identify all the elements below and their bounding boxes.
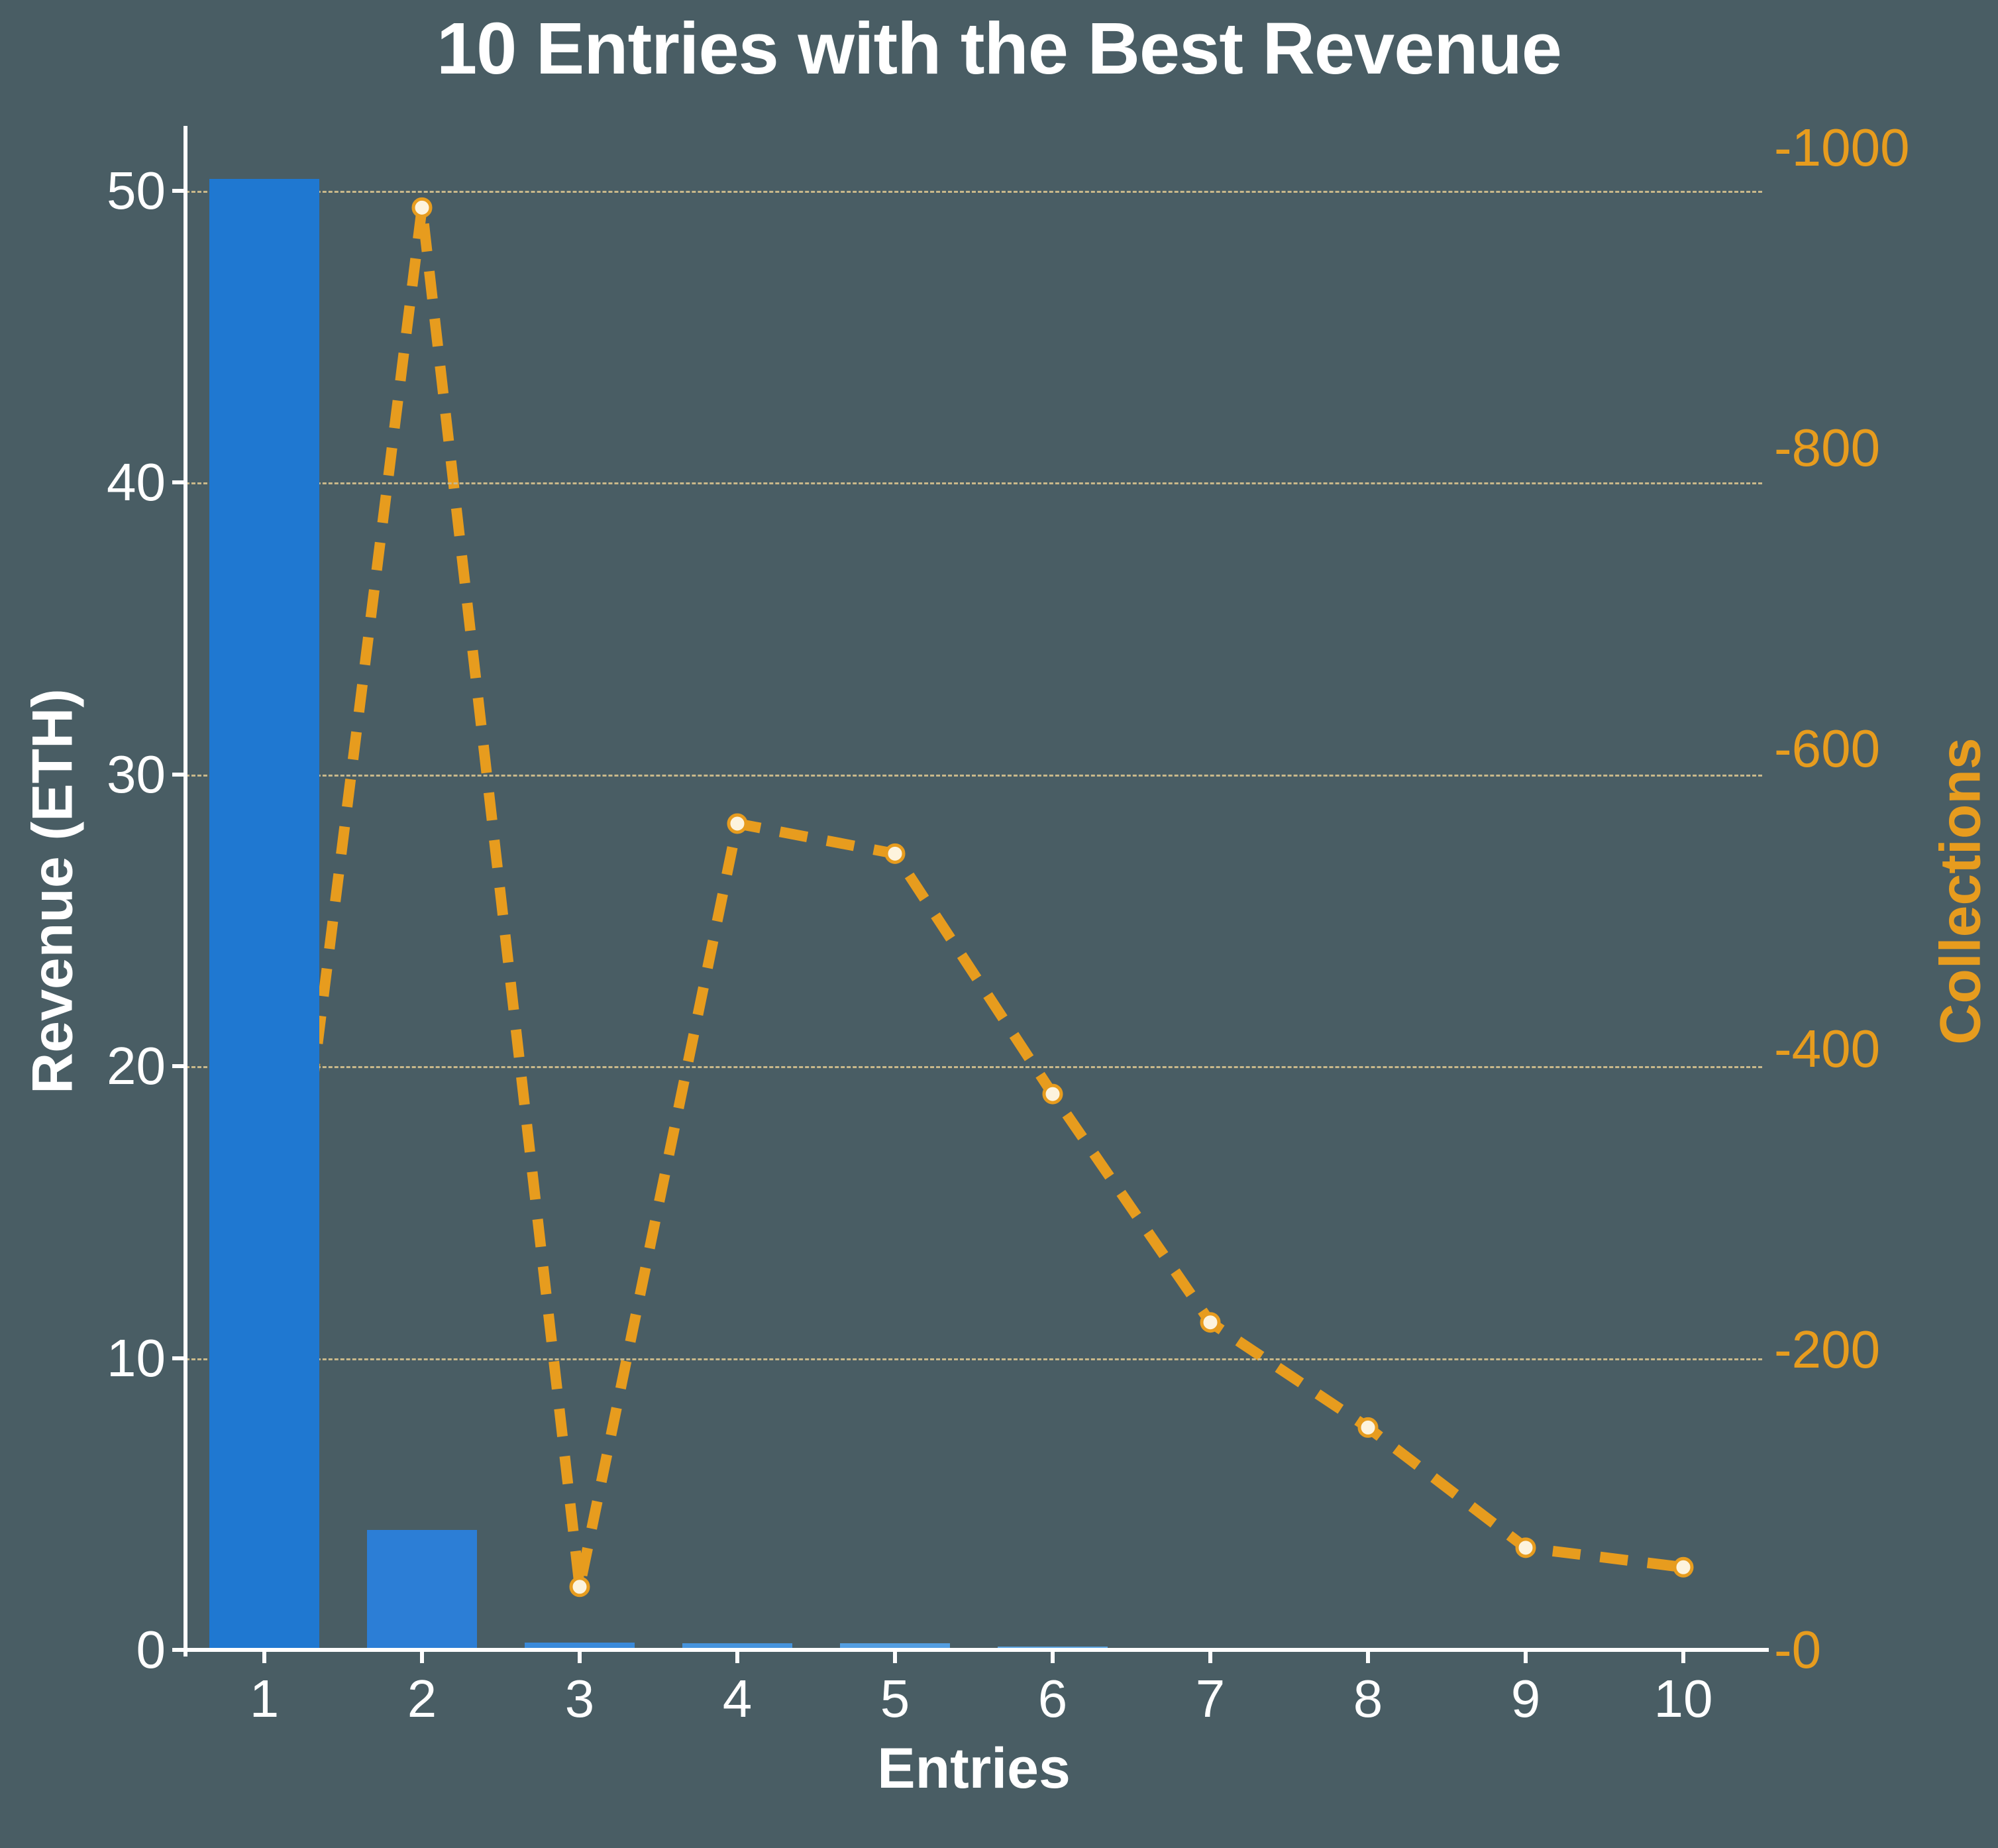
x-tick: 7: [1196, 1668, 1226, 1729]
chart-container: 10 Entries with the Best Revenue Revenue…: [0, 0, 1998, 1848]
y-axis-tick-mark: [172, 480, 185, 484]
x-axis-line: [179, 1648, 1769, 1652]
x-axis-tick-mark: [1208, 1650, 1212, 1663]
x-axis-tick-mark: [420, 1650, 424, 1663]
y-left-tick: 0: [136, 1619, 166, 1680]
y-right-tick: -1000: [1774, 117, 1910, 178]
y-left-tick: 40: [107, 452, 166, 513]
chart-title: 10 Entries with the Best Revenue: [0, 7, 1998, 91]
x-tick: 8: [1353, 1668, 1383, 1729]
x-tick: 1: [250, 1668, 280, 1729]
line-overlay: [185, 133, 1762, 1650]
x-axis-tick-mark: [893, 1650, 897, 1663]
line-marker: [1202, 1314, 1219, 1331]
x-axis-tick-mark: [578, 1650, 582, 1663]
y-right-tick: -600: [1774, 718, 1880, 779]
bar: [209, 179, 320, 1650]
line-marker: [1044, 1085, 1061, 1103]
line-marker: [1359, 1419, 1377, 1436]
x-tick: 5: [880, 1668, 910, 1729]
x-axis-tick-mark: [1681, 1650, 1685, 1663]
x-axis-tick-mark: [1524, 1650, 1528, 1663]
y-left-tick: 30: [107, 744, 166, 805]
x-axis-tick-mark: [1051, 1650, 1055, 1663]
bar: [367, 1530, 478, 1650]
line-marker: [729, 815, 746, 832]
gridline: [185, 775, 1762, 777]
y-axis-line: [184, 126, 187, 1657]
x-tick: 2: [407, 1668, 437, 1729]
x-axis-tick-mark: [735, 1650, 739, 1663]
line-marker: [1517, 1539, 1534, 1556]
gridline: [185, 191, 1762, 193]
line-marker: [886, 845, 904, 862]
x-axis-tick-mark: [1366, 1650, 1370, 1663]
line-marker: [413, 199, 431, 216]
y-right-tick: -800: [1774, 417, 1880, 478]
y-axis-tick-mark: [172, 1064, 185, 1068]
y-right-tick: -400: [1774, 1018, 1880, 1079]
y-axis-tick-mark: [172, 1356, 185, 1360]
line-marker: [1675, 1558, 1692, 1576]
y-axis-left-label: Revenue (ETH): [21, 688, 86, 1094]
y-left-tick: 20: [107, 1036, 166, 1097]
gridline: [185, 1358, 1762, 1360]
x-tick: 6: [1038, 1668, 1068, 1729]
y-axis-tick-mark: [172, 1648, 185, 1652]
y-axis-tick-mark: [172, 773, 185, 777]
y-axis-tick-mark: [172, 189, 185, 193]
plot-area: [185, 133, 1762, 1650]
x-tick: 9: [1511, 1668, 1541, 1729]
gridline: [185, 482, 1762, 484]
line-series: [264, 207, 1683, 1586]
y-right-tick: -200: [1774, 1319, 1880, 1380]
x-tick: 4: [723, 1668, 753, 1729]
gridline: [185, 1066, 1762, 1068]
x-tick: 10: [1654, 1668, 1713, 1729]
x-tick: 3: [565, 1668, 595, 1729]
x-axis-label: Entries: [877, 1736, 1071, 1802]
y-right-tick: -0: [1774, 1619, 1821, 1680]
x-axis-tick-mark: [262, 1650, 266, 1663]
y-left-tick: 10: [107, 1328, 166, 1389]
y-left-tick: 50: [107, 160, 166, 221]
line-marker: [571, 1578, 588, 1596]
y-axis-right-label: Collections: [1928, 737, 1994, 1045]
